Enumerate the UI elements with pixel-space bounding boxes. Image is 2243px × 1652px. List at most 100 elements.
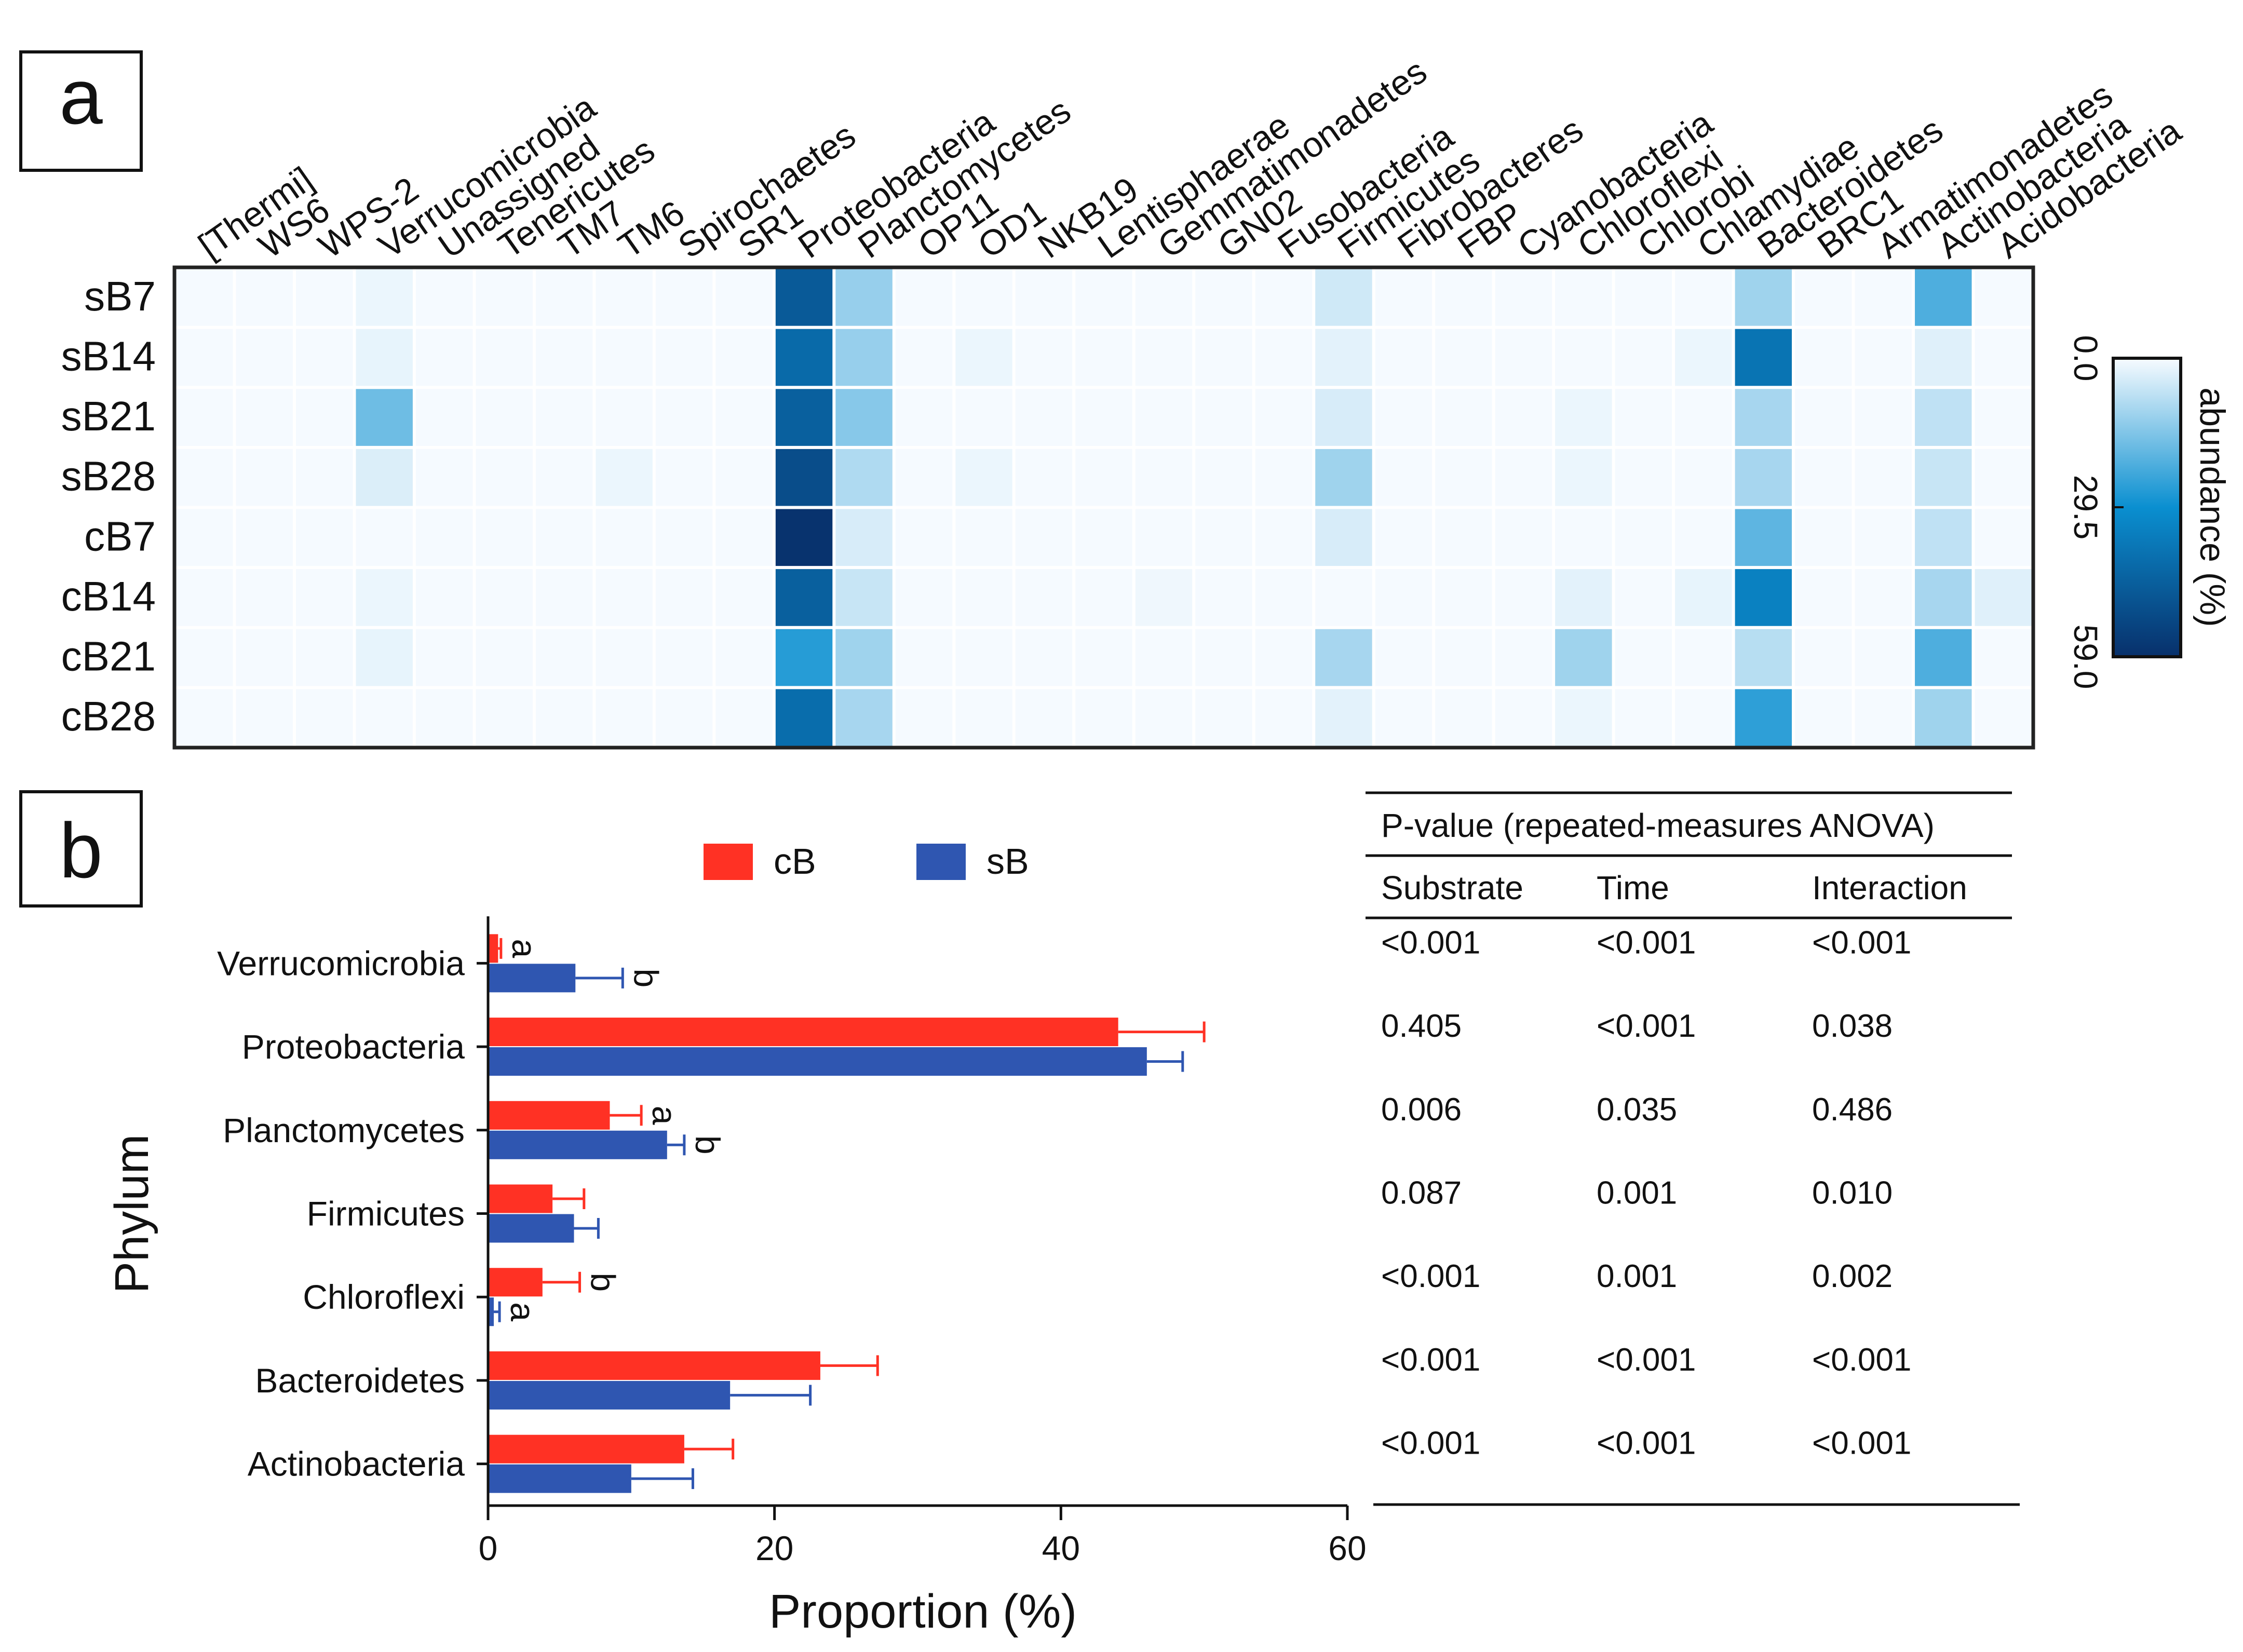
heatmap-cell-cB21-Cyanobacteria <box>1495 629 1552 686</box>
heatmap-cell-sB28-Gemmatimonadetes <box>1135 449 1193 506</box>
bar-sB-Proteobacteria <box>488 1047 1147 1076</box>
heatmap-cell-sB28-Spirochaetes <box>655 449 713 506</box>
heatmap-cell-sB14-Fusobacteria <box>1255 329 1313 386</box>
heatmap-cell-sB21-TM7 <box>535 389 593 446</box>
heatmap-cell-cB21-GN02 <box>1195 629 1252 686</box>
heatmap-cell-cB14-GN02 <box>1195 569 1252 626</box>
heatmap-cell-cB28-Spirochaetes <box>655 689 713 746</box>
bar-chart-axes: Verrucomicrobia Proteobacteria Planctomyce… <box>105 916 1367 1638</box>
heatmap-cell-cB28-Planctomycetes <box>835 689 893 746</box>
heatmap-cell-cB28-Unassigned <box>415 689 473 746</box>
heatmap-cell-sB28-Armatimonadetes <box>1855 449 1912 506</box>
heatmap-cell-cB7-[Thermi] <box>176 509 233 566</box>
heatmap-cell-cB7-Chlamydiae <box>1675 509 1732 566</box>
bar-category-label: Actinobacteria <box>248 1445 465 1483</box>
heatmap-cell-sB28-Acidobacteria <box>1975 449 2032 506</box>
heatmap-cell-cB14-WPS-2 <box>295 569 353 626</box>
heatmap-cell-cB14-Unassigned <box>415 569 473 626</box>
heatmap-cell-sB28-FBP <box>1435 449 1492 506</box>
heatmap-cell-sB7-Unassigned <box>415 269 473 326</box>
x-axis-title: Proportion (%) <box>769 1585 1077 1638</box>
heatmap-cell-cB7-Tenericutes <box>476 509 533 566</box>
table-cell: 0.035 <box>1597 1092 1677 1128</box>
heatmap-cell-sB7-Armatimonadetes <box>1855 269 1912 326</box>
bar-sB-Bacteroidetes <box>488 1380 731 1410</box>
heatmap-cell-sB14-WS6 <box>236 329 293 386</box>
heatmap-cell-sB14-Chlamydiae <box>1675 329 1732 386</box>
heatmap-cell-sB28-[Thermi] <box>176 449 233 506</box>
heatmap-cell-cB21-Bacteroidetes <box>1735 629 1792 686</box>
heatmap-cell-sB21-Acidobacteria <box>1975 389 2032 446</box>
heatmap-cell-sB7-Chlamydiae <box>1675 269 1732 326</box>
bar-cB-Chloroflexi <box>488 1268 543 1297</box>
heatmap-cell-sB7-NKB19 <box>1015 269 1073 326</box>
bar-category-label: Planctomycetes <box>223 1111 465 1149</box>
heatmap-cell-sB21-Chlamydiae <box>1675 389 1732 446</box>
x-axis-tick-label: 0 <box>479 1529 498 1567</box>
heatmap-cell-cB28-Chloroflexi <box>1555 689 1612 746</box>
heatmap-cell-sB7-Spirochaetes <box>655 269 713 326</box>
heatmap-cell-cB28-OD1 <box>955 689 1012 746</box>
heatmap-cell-sB21-Verrucomicrobia <box>356 389 413 446</box>
heatmap-cell-cB14-WS6 <box>236 569 293 626</box>
heatmap-cell-cB28-Firmicutes <box>1315 689 1372 746</box>
heatmap-cell-sB28-WPS-2 <box>295 449 353 506</box>
table-cell: <0.001 <box>1381 925 1480 960</box>
heatmap-cell-cB7-Spirochaetes <box>655 509 713 566</box>
heatmap-cell-cB7-WS6 <box>236 509 293 566</box>
bar-category-label: Firmicutes <box>307 1195 465 1233</box>
heatmap-cell-sB21-Fibrobacteres <box>1375 389 1433 446</box>
heatmap-cell-cB28-[Thermi] <box>176 689 233 746</box>
heatmap-cell-cB7-Firmicutes <box>1315 509 1372 566</box>
heatmap-cell-cB28-TM6 <box>596 689 653 746</box>
heatmap-cell-cB14-[Thermi] <box>176 569 233 626</box>
heatmap-cell-cB7-OD1 <box>955 509 1012 566</box>
heatmap-cell-cB28-Actinobacteria <box>1915 689 1972 746</box>
heatmap-cell-cB7-Proteobacteria <box>775 509 833 566</box>
table-title: P-value (repeated-measures ANOVA) <box>1381 807 1935 844</box>
heatmap-cell-cB14-Tenericutes <box>476 569 533 626</box>
table-cell: 0.087 <box>1381 1175 1462 1211</box>
heatmap-cell-sB28-Unassigned <box>415 449 473 506</box>
heatmap-cell-sB14-Bacteroidetes <box>1735 329 1792 386</box>
heatmap-cell-sB21-Proteobacteria <box>775 389 833 446</box>
heatmap-cell-cB7-FBP <box>1435 509 1492 566</box>
bar-cB-Firmicutes <box>488 1184 553 1213</box>
heatmap-cell-sB14-Chloroflexi <box>1555 329 1612 386</box>
table-cell: <0.001 <box>1812 1342 1911 1378</box>
table-cell: 0.010 <box>1812 1175 1893 1211</box>
bar-sB-Firmicutes <box>488 1214 574 1243</box>
heatmap-cell-cB21-Chloroflexi <box>1555 629 1612 686</box>
heatmap-cell-sB21-WS6 <box>236 389 293 446</box>
legend-swatch-cB <box>704 844 753 880</box>
legend-label-cB: cB <box>774 841 816 882</box>
heatmap-cell-sB7-Tenericutes <box>476 269 533 326</box>
heatmap-cell-cB14-FBP <box>1435 569 1492 626</box>
heatmap-cell-cB21-Gemmatimonadetes <box>1135 629 1193 686</box>
heatmap-cell-sB28-Verrucomicrobia <box>356 449 413 506</box>
heatmap-cell-sB7-Chlorobi <box>1615 269 1672 326</box>
heatmap-cell-sB21-Unassigned <box>415 389 473 446</box>
heatmap-cell-sB21-Lentisphaerae <box>1075 389 1132 446</box>
heatmap-cell-cB21-WS6 <box>236 629 293 686</box>
heatmap-cell-cB14-Fibrobacteres <box>1375 569 1433 626</box>
significance-letter-sB-Chloroflexi: a <box>504 1302 542 1321</box>
heatmap-cell-sB7-OP11 <box>895 269 953 326</box>
heatmap-cell-sB14-WPS-2 <box>295 329 353 386</box>
heatmap-cell-sB14-SR1 <box>715 329 773 386</box>
heatmap-cell-cB21-TM7 <box>535 629 593 686</box>
heatmap-cell-sB28-SR1 <box>715 449 773 506</box>
x-axis-tick-label: 40 <box>1042 1529 1080 1567</box>
heatmap-cell-sB7-Bacteroidetes <box>1735 269 1792 326</box>
heatmap-cell-cB7-Planctomycetes <box>835 509 893 566</box>
heatmap-cell-sB28-Planctomycetes <box>835 449 893 506</box>
heatmap-cell-cB28-Gemmatimonadetes <box>1135 689 1193 746</box>
heatmap-cell-cB14-Actinobacteria <box>1915 569 1972 626</box>
heatmap-cell-sB7-TM6 <box>596 269 653 326</box>
heatmap-cells <box>176 269 2032 746</box>
heatmap-cell-cB21-NKB19 <box>1015 629 1073 686</box>
heatmap-cell-sB7-Firmicutes <box>1315 269 1372 326</box>
heatmap-column-labels: [Thermi]WS6WPS-2VerrucomicrobiaUnassigne… <box>192 51 2188 266</box>
heatmap-row-label: sB28 <box>61 453 156 499</box>
